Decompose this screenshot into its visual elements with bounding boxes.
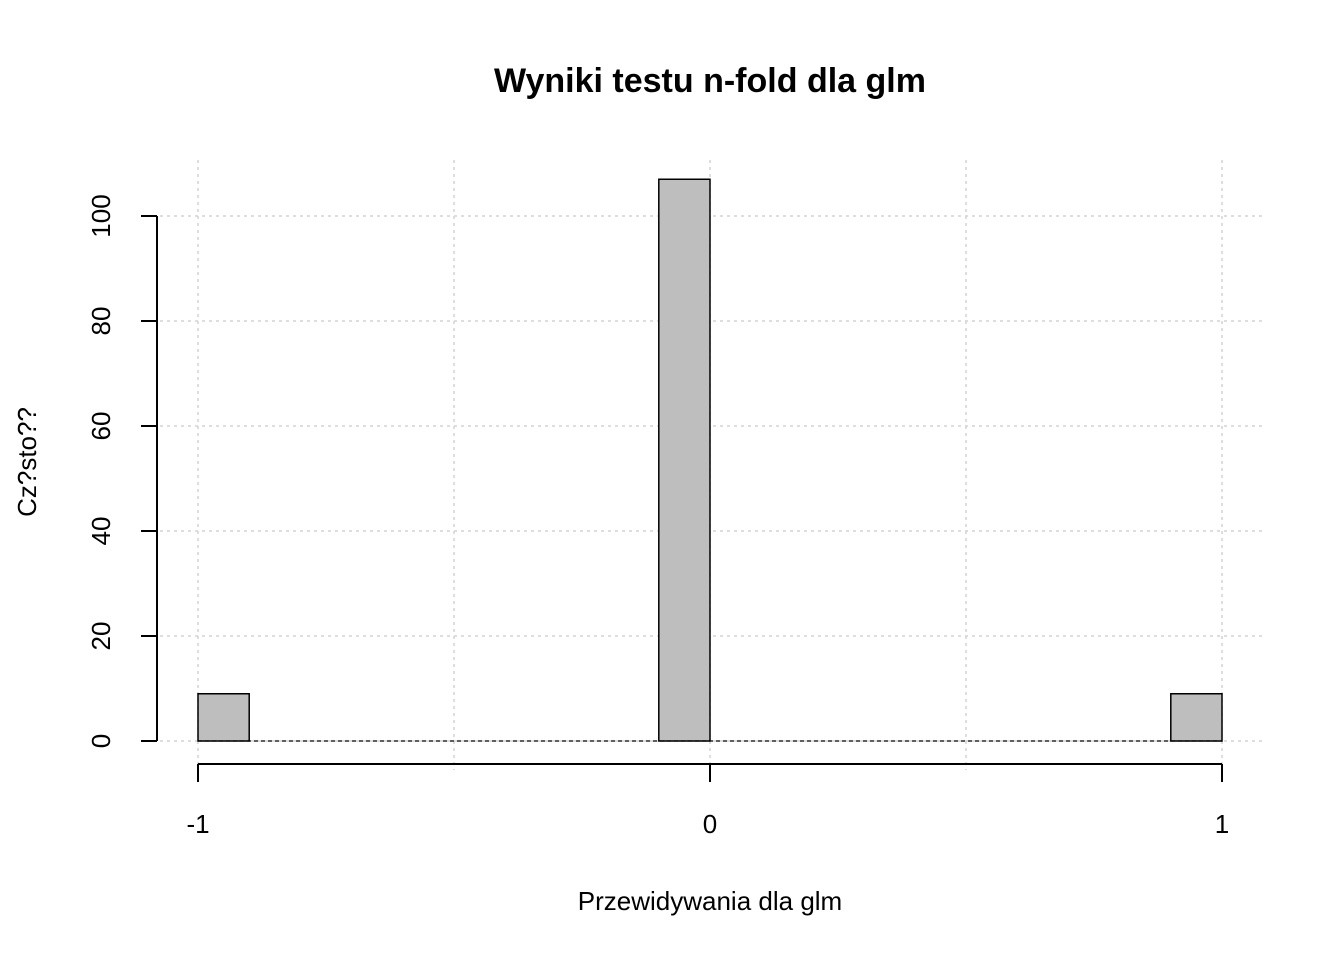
x-axis: -1 0 1 (186, 763, 1229, 839)
y-axis: 0 20 40 60 80 100 (86, 194, 158, 748)
y-tick-label: 40 (86, 517, 116, 546)
y-tick-label: 80 (86, 307, 116, 336)
y-tick-label: 20 (86, 622, 116, 651)
y-tick-label: 60 (86, 412, 116, 441)
histogram-bar (197, 693, 250, 742)
y-axis-label: Cz?sto?? (12, 407, 42, 517)
histogram-bar (1170, 693, 1223, 742)
y-tick-label: 0 (86, 734, 116, 748)
x-tick-label: 0 (703, 809, 717, 839)
x-tick-label: 1 (1215, 809, 1229, 839)
histogram-bar (658, 178, 711, 742)
grid-lines (160, 160, 1265, 770)
bars-group (197, 178, 1223, 742)
chart-title: Wyniki testu n-fold dla glm (494, 62, 926, 100)
x-tick-label: -1 (186, 809, 209, 839)
y-tick-label: 100 (86, 194, 116, 237)
x-axis-label: Przewidywania dla glm (578, 886, 842, 916)
